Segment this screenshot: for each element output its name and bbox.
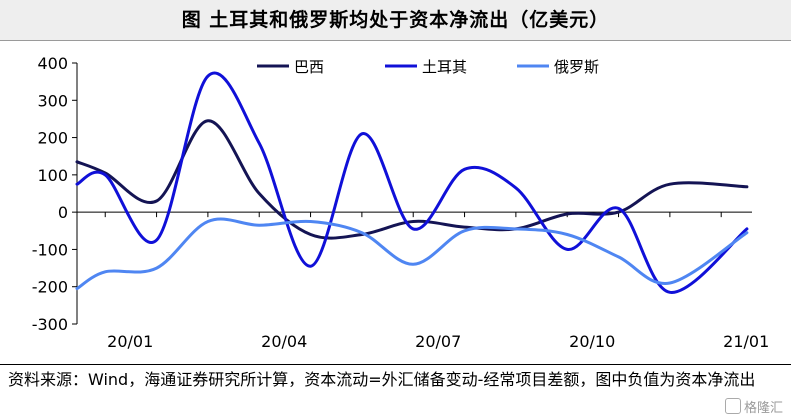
series-line-2 [75, 217, 749, 291]
watermark-logo-icon [724, 398, 741, 414]
y-tick-label: 300 [37, 91, 68, 110]
x-tick-label: 21/01 [723, 332, 769, 351]
source-note: 资料来源：Wind，海通证券研究所计算，资本流动=外汇储备变动-经常项目差额，图… [8, 370, 756, 389]
watermark: 格隆汇 [724, 397, 783, 416]
legend-label-2: 俄罗斯 [554, 58, 599, 76]
y-tick-label: -100 [32, 240, 68, 259]
line-chart: 400 300 200 100 0 -100 -200 -300 20/01 20/04 20/07… [32, 54, 770, 351]
legend-label-0: 巴西 [294, 58, 324, 76]
footer-rule [0, 364, 791, 365]
watermark-text: 格隆汇 [743, 401, 783, 416]
x-tick-label: 20/04 [261, 332, 307, 351]
x-tick-label: 20/10 [569, 332, 615, 351]
chart-title: 图 土耳其和俄罗斯均处于资本净流出（亿美元） [181, 9, 610, 31]
legend-label-1: 土耳其 [422, 58, 467, 76]
y-tick-label: 0 [58, 203, 68, 222]
y-tick-label: 400 [37, 54, 68, 73]
series-line-1 [75, 71, 749, 294]
x-tick-label: 20/01 [107, 332, 153, 351]
title-bar [0, 0, 791, 41]
chart-area: 400 300 200 100 0 -100 -200 -300 20/01 20/04 20/07… [0, 41, 791, 364]
y-tick-label: 200 [37, 129, 68, 148]
y-tick-label: -300 [32, 315, 68, 334]
y-tick-label: -200 [32, 278, 68, 297]
y-tick-label: 100 [37, 166, 68, 185]
x-tick-label: 20/07 [415, 332, 461, 351]
